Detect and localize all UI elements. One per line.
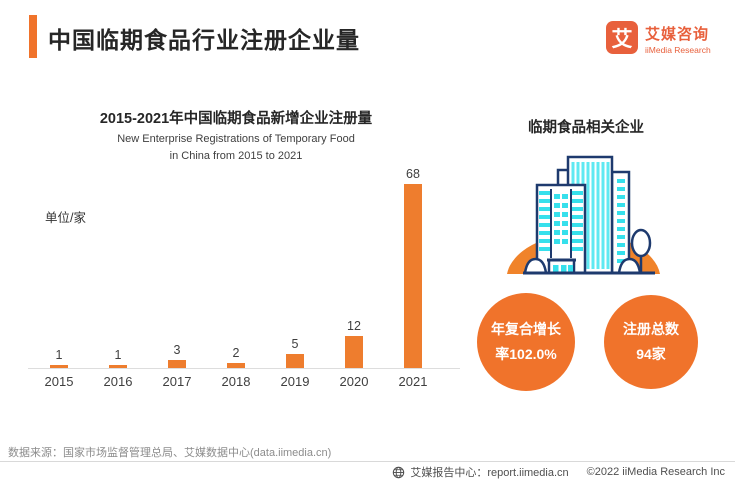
- footer-info: 艾媒报告中心：report.iimedia.cn ©2022 iiMedia R…: [392, 464, 725, 480]
- bar: [168, 360, 186, 368]
- total-registered-line1: 注册总数: [623, 321, 679, 337]
- globe-icon: [393, 466, 405, 478]
- building-left: [535, 183, 587, 275]
- x-axis-tick-label: 2017: [162, 374, 192, 389]
- bar-column: 1 2015: [30, 158, 89, 389]
- bar-value-label: 1: [114, 348, 122, 362]
- bar-value-label: 12: [347, 319, 361, 333]
- bar-column: 12 2020: [325, 158, 384, 389]
- total-registered-line2: 94家: [636, 346, 666, 362]
- x-axis-tick-label: 2020: [339, 374, 369, 389]
- bar-value-label: 1: [55, 348, 63, 362]
- page-title: 中国临期食品行业注册企业量: [48, 27, 360, 53]
- chart-subtitle-line1: New Enterprise Registrations of Temporar…: [117, 133, 355, 145]
- right-panel-heading: 临期食品相关企业: [528, 120, 644, 136]
- logo-name-en: iiMedia Research: [645, 45, 711, 55]
- chart-title: 2015-2021年中国临期食品新增企业注册量: [99, 111, 373, 127]
- logo-text: 艾媒咨询 iiMedia Research: [645, 21, 711, 55]
- x-axis-tick-label: 2021: [398, 374, 428, 389]
- bar-column: 1 2016: [89, 158, 148, 389]
- bar: [109, 365, 127, 368]
- bar-column: 2 2018: [207, 158, 266, 389]
- stat-circle-growth-rate: 年复合增长 率102.0%: [477, 293, 575, 391]
- bar-value-label: 2: [232, 346, 240, 360]
- iimedia-logo-icon: 艾: [606, 21, 638, 54]
- report-center-text: 艾媒报告中心：report.iimedia.cn: [410, 467, 569, 479]
- growth-rate-line2: 率102.0%: [495, 346, 557, 362]
- bar-column: 68 2021: [384, 158, 443, 389]
- bar: [227, 363, 245, 368]
- tree-shape: [630, 228, 652, 273]
- title-accent-bar: [29, 15, 37, 58]
- chart-header: 2015-2021年中国临期食品新增企业注册量 New Enterprise R…: [30, 107, 442, 162]
- bar: [50, 365, 68, 368]
- bar-value-label: 68: [406, 167, 420, 181]
- footer-divider: [0, 461, 735, 462]
- bush-right: [617, 257, 642, 275]
- x-axis-tick-label: 2015: [44, 374, 74, 389]
- bar-column: 3 2017: [148, 158, 207, 389]
- stat-circle-total-registered: 注册总数 94家: [604, 295, 698, 389]
- chart-subtitle-line2: in China from 2015 to 2021: [169, 150, 303, 162]
- x-axis-tick-label: 2016: [103, 374, 133, 389]
- iimedia-logo: 艾 艾媒咨询 iiMedia Research: [606, 21, 711, 55]
- bar-value-label: 5: [291, 337, 299, 351]
- y-axis-unit-label: 单位/家: [45, 211, 86, 225]
- copyright-text: ©2022 iiMedia Research Inc: [586, 466, 725, 478]
- bar: [345, 336, 363, 368]
- bar-column: 5 2019: [266, 158, 325, 389]
- x-axis-tick-label: 2018: [221, 374, 251, 389]
- data-source: 数据来源：国家市场监督管理总局、艾媒数据中心(data.iimedia.cn): [8, 447, 332, 459]
- logo-name-cn: 艾媒咨询: [645, 26, 710, 43]
- bush-left: [523, 257, 548, 275]
- bar: [286, 354, 304, 368]
- x-axis-line: [28, 368, 460, 369]
- bar-value-label: 3: [173, 343, 181, 357]
- growth-rate-line1: 年复合增长: [491, 321, 561, 337]
- office-buildings-illustration: [507, 155, 660, 275]
- x-axis-tick-label: 2019: [280, 374, 310, 389]
- bar-plot: 1 2015 1 2016 3 2017 2 2018 5 2019 12 2020 68 2021: [28, 158, 460, 393]
- bar: [404, 184, 422, 368]
- building-right: [610, 170, 631, 275]
